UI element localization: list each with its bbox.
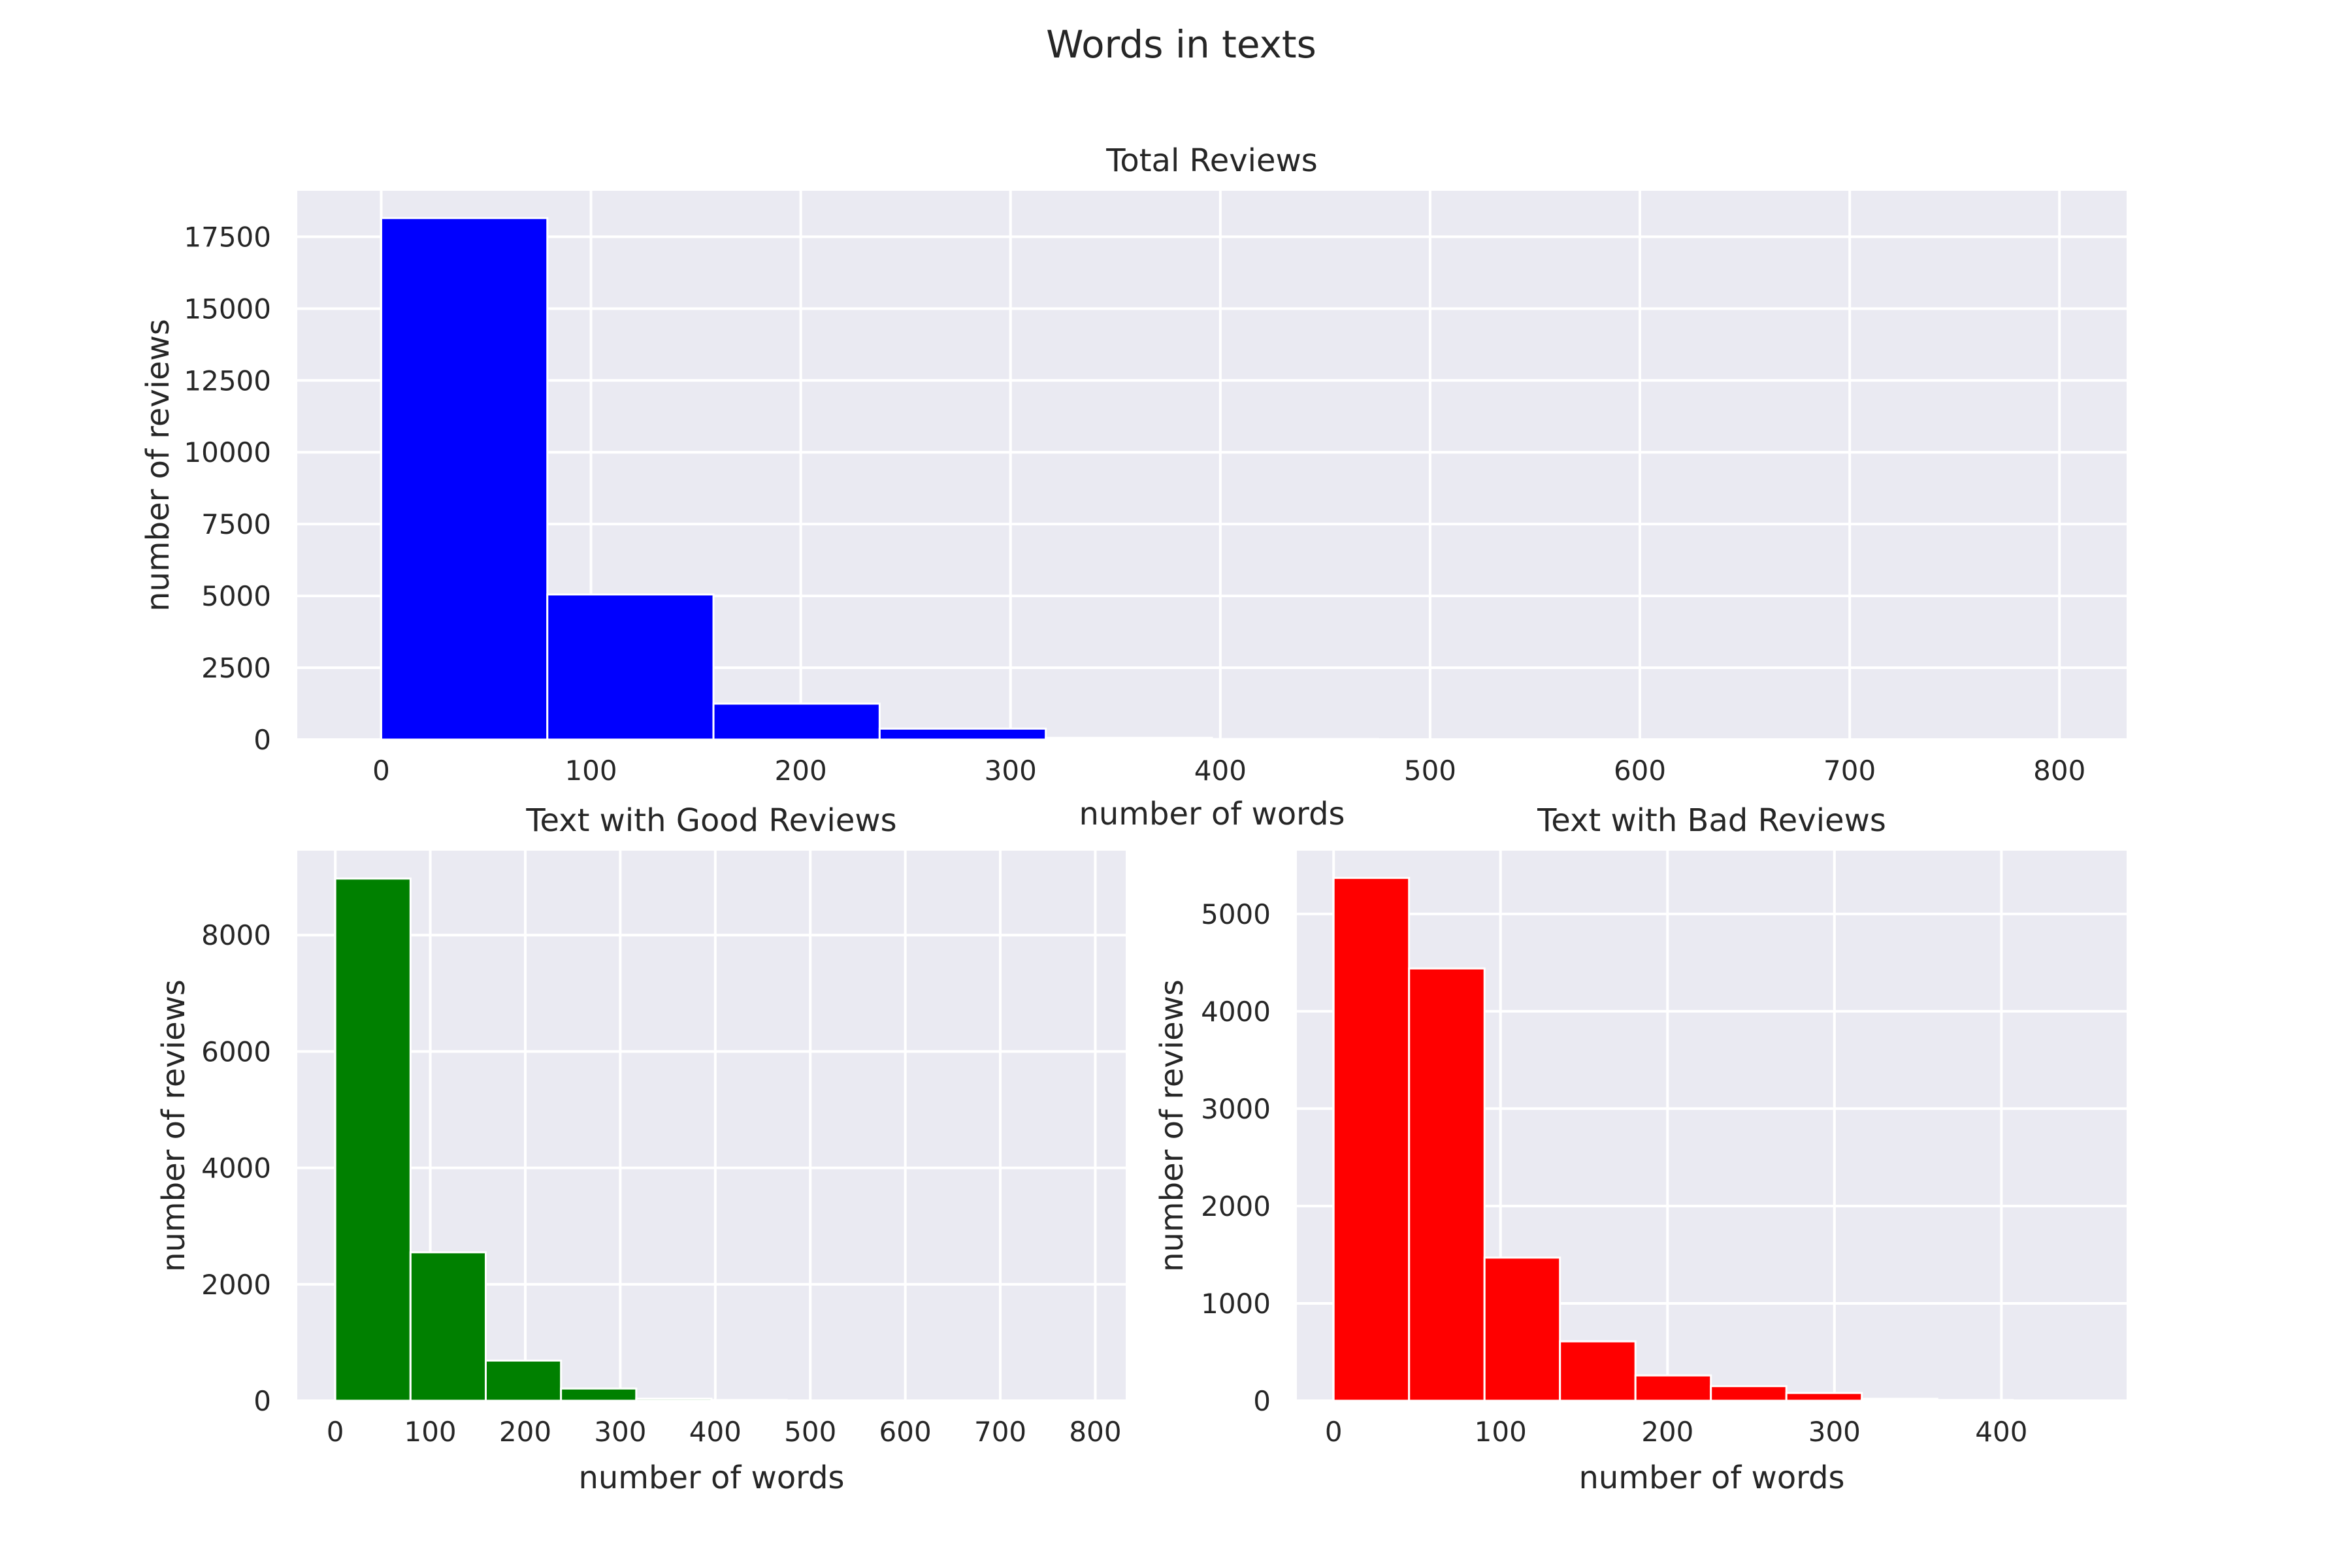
y-tick-label: 0 [253, 1385, 271, 1417]
x-tick-label: 600 [879, 1416, 932, 1448]
y-tick-label: 4000 [1201, 996, 1271, 1028]
y-tick-label: 2000 [1201, 1190, 1271, 1222]
histogram-bar [635, 1397, 713, 1402]
x-tick-label: 700 [1823, 755, 1876, 787]
y-axis-label: number of reviews [1154, 979, 1190, 1272]
x-tick-label: 400 [1975, 1416, 2027, 1448]
histogram-bar [710, 1399, 788, 1402]
histogram-bar [1634, 1374, 1712, 1402]
histogram-bar [1211, 738, 1379, 741]
subplot-total-reviews: 0 100 200 300 400 500 600 700 800 0 2500 5000 7500 10… [140, 142, 2127, 832]
x-tick-label: 600 [1614, 755, 1666, 787]
x-tick-label: 800 [1069, 1416, 1121, 1448]
histogram-bar [712, 702, 881, 741]
histogram-bar [1710, 1385, 1788, 1402]
histogram-bar [546, 593, 715, 741]
x-tick-label: 200 [775, 755, 827, 787]
x-tick-label: 300 [594, 1416, 646, 1448]
y-tick-label: 2500 [201, 652, 271, 684]
y-tick-label: 2000 [201, 1269, 271, 1301]
histogram-bar [1785, 1392, 1863, 1402]
x-axis-label: number of words [578, 1460, 844, 1496]
x-tick-label: 700 [974, 1416, 1026, 1448]
histogram-bar [1559, 1340, 1637, 1402]
histogram-bar [484, 1360, 563, 1402]
subplot-title: Total Reviews [1105, 142, 1318, 179]
y-tick-label: 15000 [184, 293, 271, 325]
histogram-bar [560, 1387, 638, 1402]
y-tick-label: 6000 [201, 1036, 271, 1068]
figure-title: Words in texts [1046, 22, 1316, 67]
x-tick-label: 0 [372, 755, 390, 787]
histogram-bar [409, 1251, 487, 1402]
y-axis-label: number of reviews [140, 319, 176, 612]
histogram-bar [1408, 967, 1486, 1402]
x-tick-label: 100 [1475, 1416, 1527, 1448]
subplot-title: Text with Good Reviews [525, 802, 896, 839]
x-tick-label: 200 [1641, 1416, 1693, 1448]
x-axis-label: number of words [1079, 796, 1345, 832]
y-tick-label: 0 [253, 724, 271, 756]
x-tick-label: 100 [564, 755, 617, 787]
histogram-bar [334, 877, 412, 1402]
subplot-title: Text with Bad Reviews [1537, 802, 1886, 839]
y-tick-label: 7500 [201, 508, 271, 540]
histogram-bar [1483, 1256, 1561, 1402]
x-tick-label: 200 [499, 1416, 551, 1448]
histogram-bar [878, 727, 1047, 741]
x-tick-label: 800 [2033, 755, 2085, 787]
x-tick-label: 400 [1194, 755, 1247, 787]
x-tick-label: 500 [784, 1416, 836, 1448]
x-axis-label: number of words [1578, 1460, 1844, 1496]
histogram-bar [1332, 877, 1411, 1402]
histogram-bar [1936, 1399, 2014, 1402]
x-tick-label: 100 [404, 1416, 456, 1448]
subplot-good-reviews: 0 100 200 300 400 500 600 700 800020004000600080… [155, 802, 1126, 1496]
x-tick-label: 300 [985, 755, 1037, 787]
y-tick-label: 17500 [184, 221, 271, 253]
x-tick-label: 400 [689, 1416, 742, 1448]
x-tick-label: 500 [1404, 755, 1456, 787]
y-tick-label: 5000 [1201, 898, 1271, 930]
histogram-bar [1861, 1397, 1938, 1402]
y-axis-label: number of reviews [155, 979, 192, 1272]
y-tick-label: 3000 [1201, 1093, 1271, 1125]
y-tick-label: 8000 [201, 919, 271, 951]
y-tick-label: 12500 [184, 365, 271, 397]
y-tick-label: 10000 [184, 436, 271, 468]
y-tick-label: 0 [1253, 1385, 1271, 1417]
x-tick-label: 0 [327, 1416, 344, 1448]
histogram-bar [1045, 736, 1213, 741]
x-tick-label: 0 [1325, 1416, 1343, 1448]
y-tick-label: 5000 [201, 580, 271, 612]
y-tick-label: 4000 [201, 1152, 271, 1184]
histogram-bar [380, 217, 549, 741]
x-tick-label: 300 [1808, 1416, 1861, 1448]
y-tick-label: 1000 [1201, 1288, 1271, 1320]
